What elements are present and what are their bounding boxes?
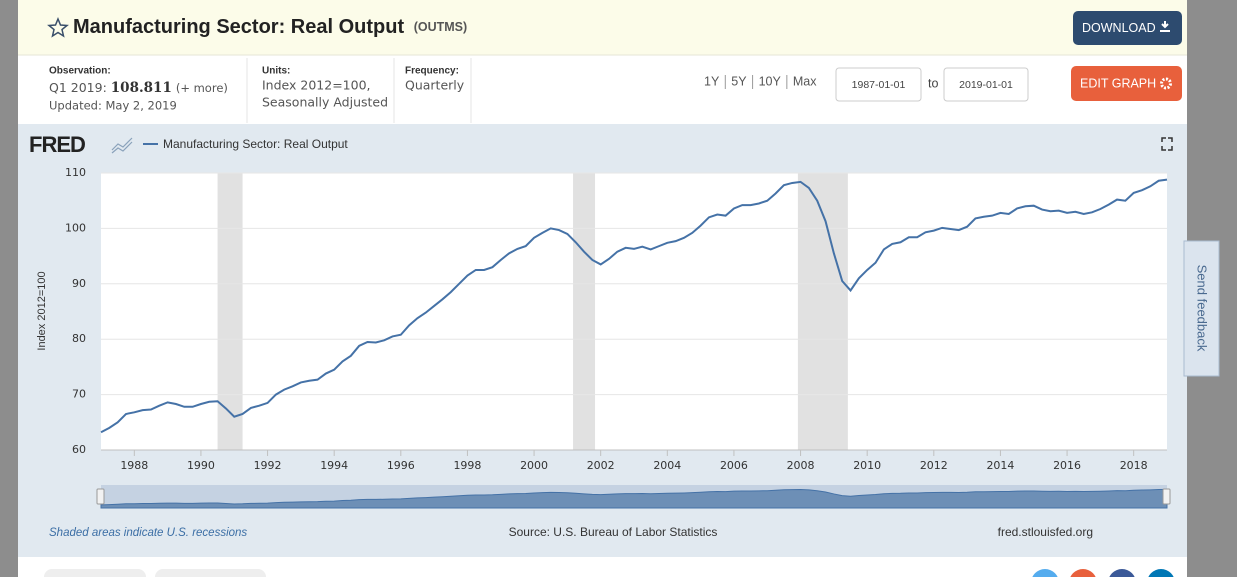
units: Seasonally Adjusted xyxy=(262,95,388,110)
frequency-label: Frequency: xyxy=(405,66,459,77)
units: Index 2012=100, xyxy=(262,78,371,93)
start-date-input[interactable] xyxy=(835,67,922,102)
observation-line: Q1 2019: 108.811 (+ more) xyxy=(49,80,228,96)
x-tick-label: 2002 xyxy=(587,459,615,472)
observation-label: Observation: xyxy=(49,66,111,77)
bottom-button[interactable] xyxy=(44,569,146,577)
series-line xyxy=(100,178,1168,434)
x-tick-label: 2016 xyxy=(1053,459,1081,472)
range-links: 1Y 5Y 10Y Max xyxy=(704,74,817,89)
source: Source: U.S. Bureau of Labor Statistics xyxy=(509,525,718,539)
x-tick-label: 1992 xyxy=(254,459,282,472)
x-tick-label: 1994 xyxy=(320,459,348,472)
x-tick-label: 2014 xyxy=(986,459,1014,472)
logo-icon xyxy=(111,137,133,154)
end-date[interactable]: 2019-01-01 xyxy=(959,79,1013,91)
feedback-tab[interactable]: Send feedback xyxy=(1183,240,1220,377)
chart: 60 70 80 90 100 110 1988 1990 1992 1994 1996 1998 20… xyxy=(65,137,1171,509)
x-tick-label: 2000 xyxy=(520,459,548,472)
share-icon[interactable] xyxy=(1069,569,1097,577)
x-tick-label: 1990 xyxy=(187,459,215,472)
x-tick-label: 2012 xyxy=(920,459,948,472)
x-tick-label: 1988 xyxy=(120,459,148,472)
download-icon[interactable] xyxy=(1160,21,1170,32)
observation-period: Q1 2019: xyxy=(49,80,107,95)
feedback-label[interactable]: Send feedback xyxy=(1195,265,1210,352)
updated: Updated: May 2, 2019 xyxy=(49,99,177,113)
start-date[interactable]: 1987-01-01 xyxy=(852,79,906,91)
share-icon[interactable] xyxy=(1108,569,1136,577)
edit-graph-button[interactable]: EDIT GRAPH xyxy=(1071,66,1182,101)
range-link[interactable]: 5Y xyxy=(731,74,747,88)
y-tick-label: 60 xyxy=(72,443,86,456)
download-bg[interactable] xyxy=(1073,11,1182,45)
y-axis-label: Index 2012=100 xyxy=(36,271,48,350)
star-icon[interactable] xyxy=(47,17,69,38)
observation-value: 108.811 xyxy=(111,80,172,96)
navigator-handle[interactable] xyxy=(96,488,105,505)
legend-label: Manufacturing Sector: Real Output xyxy=(163,137,348,151)
navigator-handle[interactable] xyxy=(1162,488,1171,505)
url[interactable]: fred.stlouisfed.org xyxy=(998,525,1093,539)
page-title: Manufacturing Sector: Real Output (OUTMS… xyxy=(73,16,467,38)
series-id: (OUTMS) xyxy=(414,20,467,34)
feedback-bg[interactable] xyxy=(1183,240,1220,377)
frequency: Quarterly xyxy=(405,78,465,93)
range-link[interactable]: Max xyxy=(793,74,817,88)
recession-note[interactable]: Shaded areas indicate U.S. recessions xyxy=(49,527,247,539)
units-label: Units: xyxy=(262,66,290,77)
y-tick-label: 80 xyxy=(72,332,86,345)
y-tick-label: 110 xyxy=(65,166,86,179)
x-tick-label: 2004 xyxy=(653,459,681,472)
end-date-input[interactable] xyxy=(943,67,1029,102)
y-tick-label: 90 xyxy=(72,277,86,290)
to-label: to xyxy=(928,76,938,90)
x-tick-label: 2006 xyxy=(720,459,748,472)
x-tick-label: 2010 xyxy=(853,459,881,472)
title-text: Manufacturing Sector: Real Output xyxy=(73,16,404,38)
fullscreen-icon[interactable] xyxy=(1161,137,1173,151)
share-icon[interactable] xyxy=(1147,569,1175,577)
header-bar xyxy=(18,0,1187,55)
x-tick-label: 2018 xyxy=(1120,459,1148,472)
bottom-button[interactable] xyxy=(155,569,266,577)
y-tick-label: 100 xyxy=(65,221,86,234)
edit-bg[interactable] xyxy=(1071,66,1182,101)
x-tick-label: 1998 xyxy=(453,459,481,472)
plot-area xyxy=(101,173,1167,450)
fred-logo: FRED xyxy=(29,132,85,157)
download-label[interactable]: DOWNLOAD xyxy=(1082,21,1156,35)
y-tick-label: 70 xyxy=(72,388,86,401)
range-link[interactable]: 10Y xyxy=(759,74,782,88)
x-tick-label: 2008 xyxy=(787,459,815,472)
observation-more[interactable]: (+ more) xyxy=(176,81,228,95)
share-icon[interactable] xyxy=(1031,569,1059,577)
recession-band xyxy=(573,173,596,450)
edit-label[interactable]: EDIT GRAPH xyxy=(1080,76,1156,90)
recession-band xyxy=(217,173,243,450)
navigator-series xyxy=(100,488,1168,509)
x-tick-label: 1996 xyxy=(387,459,415,472)
download-button[interactable]: DOWNLOAD xyxy=(1073,11,1182,45)
gear-icon[interactable] xyxy=(1160,77,1172,90)
range-link[interactable]: 1Y xyxy=(704,74,720,88)
recession-band xyxy=(797,173,848,450)
